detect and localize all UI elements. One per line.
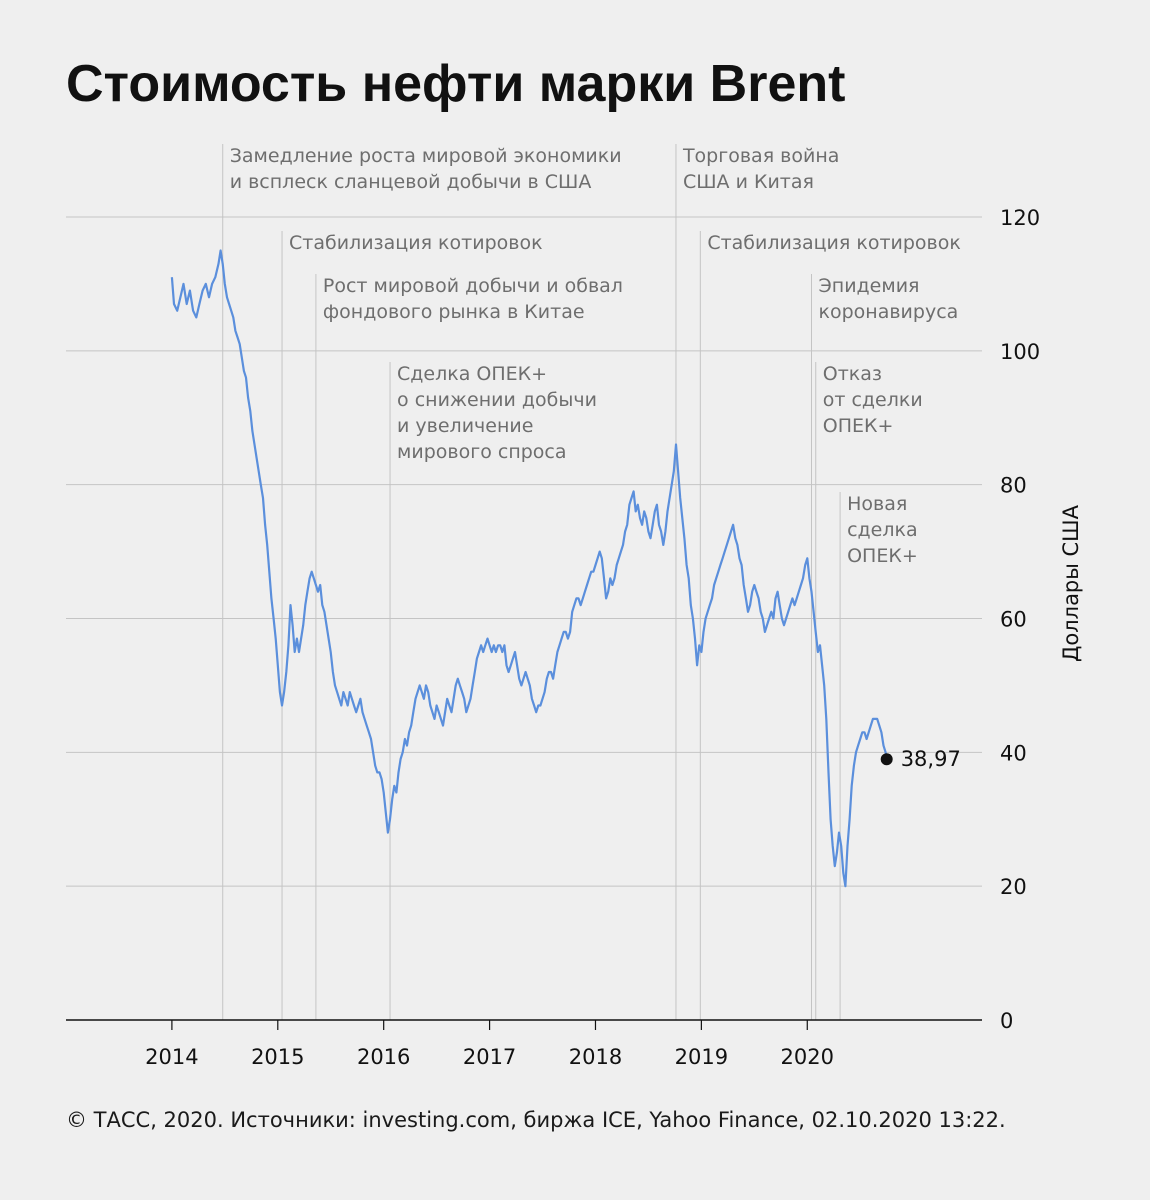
page-title: Стоимость нефти марки Brent [66,55,846,113]
series-layer: 38,97 [170,249,961,888]
annotation-line-text: Новая [847,493,907,515]
y-tick-label-100: 100 [1000,340,1040,364]
annotation-line-text: Сделка ОПЕК+ [397,363,547,385]
x-tick-label-2018: 2018 [569,1045,622,1069]
x-tick-label-2020: 2020 [781,1045,834,1069]
annotation-label-4: Торговая война США и Китая [682,145,839,193]
y-tick-label-60: 60 [1000,608,1027,632]
annotation-line-text: Отказ [823,363,882,385]
source-credit: © ТАСС, 2020. Источники: investing.com, … [66,1108,1006,1132]
annotation-label-3: Сделка ОПЕК+ о снижении добычи и увеличени… [397,363,597,463]
annotation-line-text: США и Китая [683,171,814,193]
annotation-label-0: Замедление роста мировой экономики и вспл… [230,145,622,193]
y-tick-label-20: 20 [1000,875,1027,899]
annotation-line-text: фондового рынка в Китае [323,301,585,323]
last-value-label: 38,97 [901,747,961,771]
y-tick-label-0: 0 [1000,1009,1013,1033]
annotation-line-text: и всплеск сланцевой добычи в США [230,171,592,193]
y-axis: 0 20 40 60 80 100 120 [1000,206,1040,1033]
y-tick-label-40: 40 [1000,741,1027,765]
annotation-line-text: коронавируса [819,301,959,323]
annotation-label-2: Рост мировой добычи и обвал фондового рын… [323,275,623,323]
x-tick-label-2015: 2015 [251,1045,304,1069]
annotation-label-6: Эпидемия коронавируса [819,275,959,323]
y-axis-label: Доллары США [1059,504,1083,662]
annotation-line-text: сделка [847,519,918,541]
last-value-dot [880,753,893,766]
annotation-label-1: Стабилизация котировок [289,232,543,254]
annotation-line-text: Стабилизация котировок [707,232,961,254]
annotation-line-text: от сделки [823,389,923,411]
x-tick-label-2014: 2014 [145,1045,198,1069]
annotation-line-text: Стабилизация котировок [289,232,543,254]
annotation-label-7: Отказ от сделки ОПЕК+ [823,363,923,437]
gridlines [66,216,982,887]
annotation-line-text: Замедление роста мировой экономики [230,145,622,167]
event-annotations: Замедление роста мировой экономики и вспл… [222,144,961,1020]
annotation-line-text: ОПЕК+ [847,545,918,567]
annotation-line-text: Рост мировой добычи и обвал [323,275,623,297]
annotation-label-5: Стабилизация котировок [707,232,961,254]
annotation-label-8: Новая сделка ОПЕК+ [847,493,918,567]
price-line-series-0 [170,249,888,888]
annotation-line-text: Эпидемия [819,275,920,297]
annotation-line-text: ОПЕК+ [823,415,894,437]
x-tick-label-2019: 2019 [675,1045,728,1069]
annotation-line-text: о снижении добычи [397,389,597,411]
price-line-chart: Замедление роста мировой экономики и вспл… [66,144,1083,1069]
x-tick-label-2017: 2017 [463,1045,516,1069]
annotation-line-text: и увеличение [397,415,533,437]
y-tick-label-120: 120 [1000,206,1040,230]
x-axis: 2014 2015 2016 2017 2018 2019 2020 [66,1019,982,1069]
annotation-line-text: мирового спроса [397,441,566,463]
annotation-line-text: Торговая война [682,145,839,167]
y-tick-label-80: 80 [1000,474,1027,498]
x-tick-label-2016: 2016 [357,1045,410,1069]
